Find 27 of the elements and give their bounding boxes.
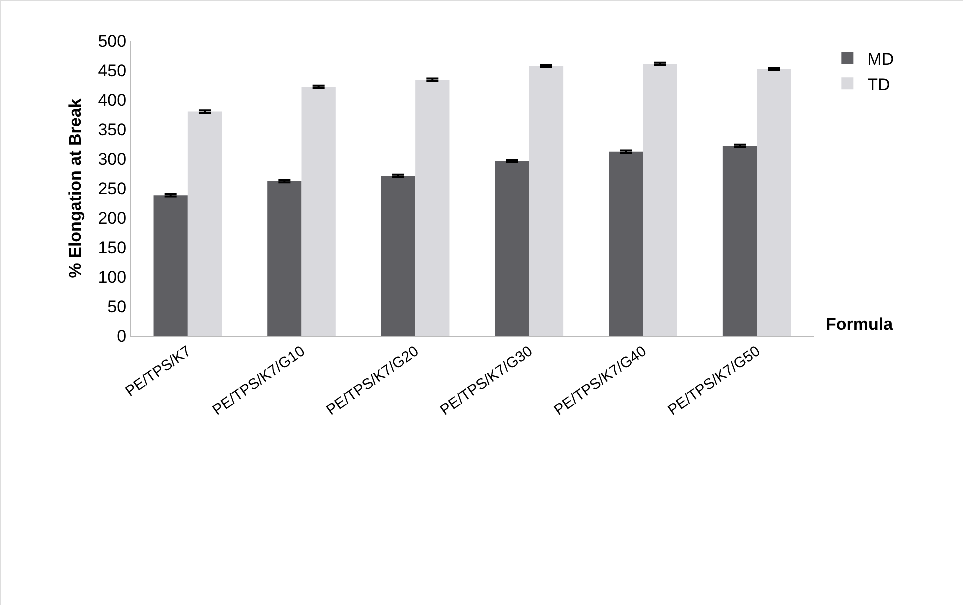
bar (416, 80, 450, 336)
bar (381, 176, 416, 336)
bar (302, 87, 336, 336)
y-tick-label: 300 (98, 150, 127, 169)
y-tick-label: 200 (98, 208, 127, 228)
x-axis-title: Formula (826, 315, 894, 334)
bar (268, 181, 302, 336)
bar (154, 196, 188, 336)
bar (188, 112, 222, 336)
y-tick-label: 400 (98, 90, 127, 110)
bar (529, 66, 564, 336)
y-tick-label: 50 (108, 297, 127, 316)
y-tick-label: 350 (98, 120, 127, 140)
bar (722, 146, 758, 336)
bar (643, 64, 678, 336)
bar (609, 152, 644, 336)
legend-label: MD (868, 50, 894, 70)
y-tick-label: 100 (98, 268, 127, 287)
y-tick-label: 0 (117, 326, 127, 346)
bar (495, 161, 530, 336)
y-tick-label: 150 (98, 238, 127, 258)
bar (757, 69, 792, 336)
y-tick-label: 500 (98, 32, 127, 51)
y-axis-title: % Elongation at Break (66, 98, 85, 278)
y-tick-label: 450 (98, 61, 127, 80)
legend-label: TD (868, 75, 890, 94)
y-tick-label: 250 (98, 179, 127, 198)
